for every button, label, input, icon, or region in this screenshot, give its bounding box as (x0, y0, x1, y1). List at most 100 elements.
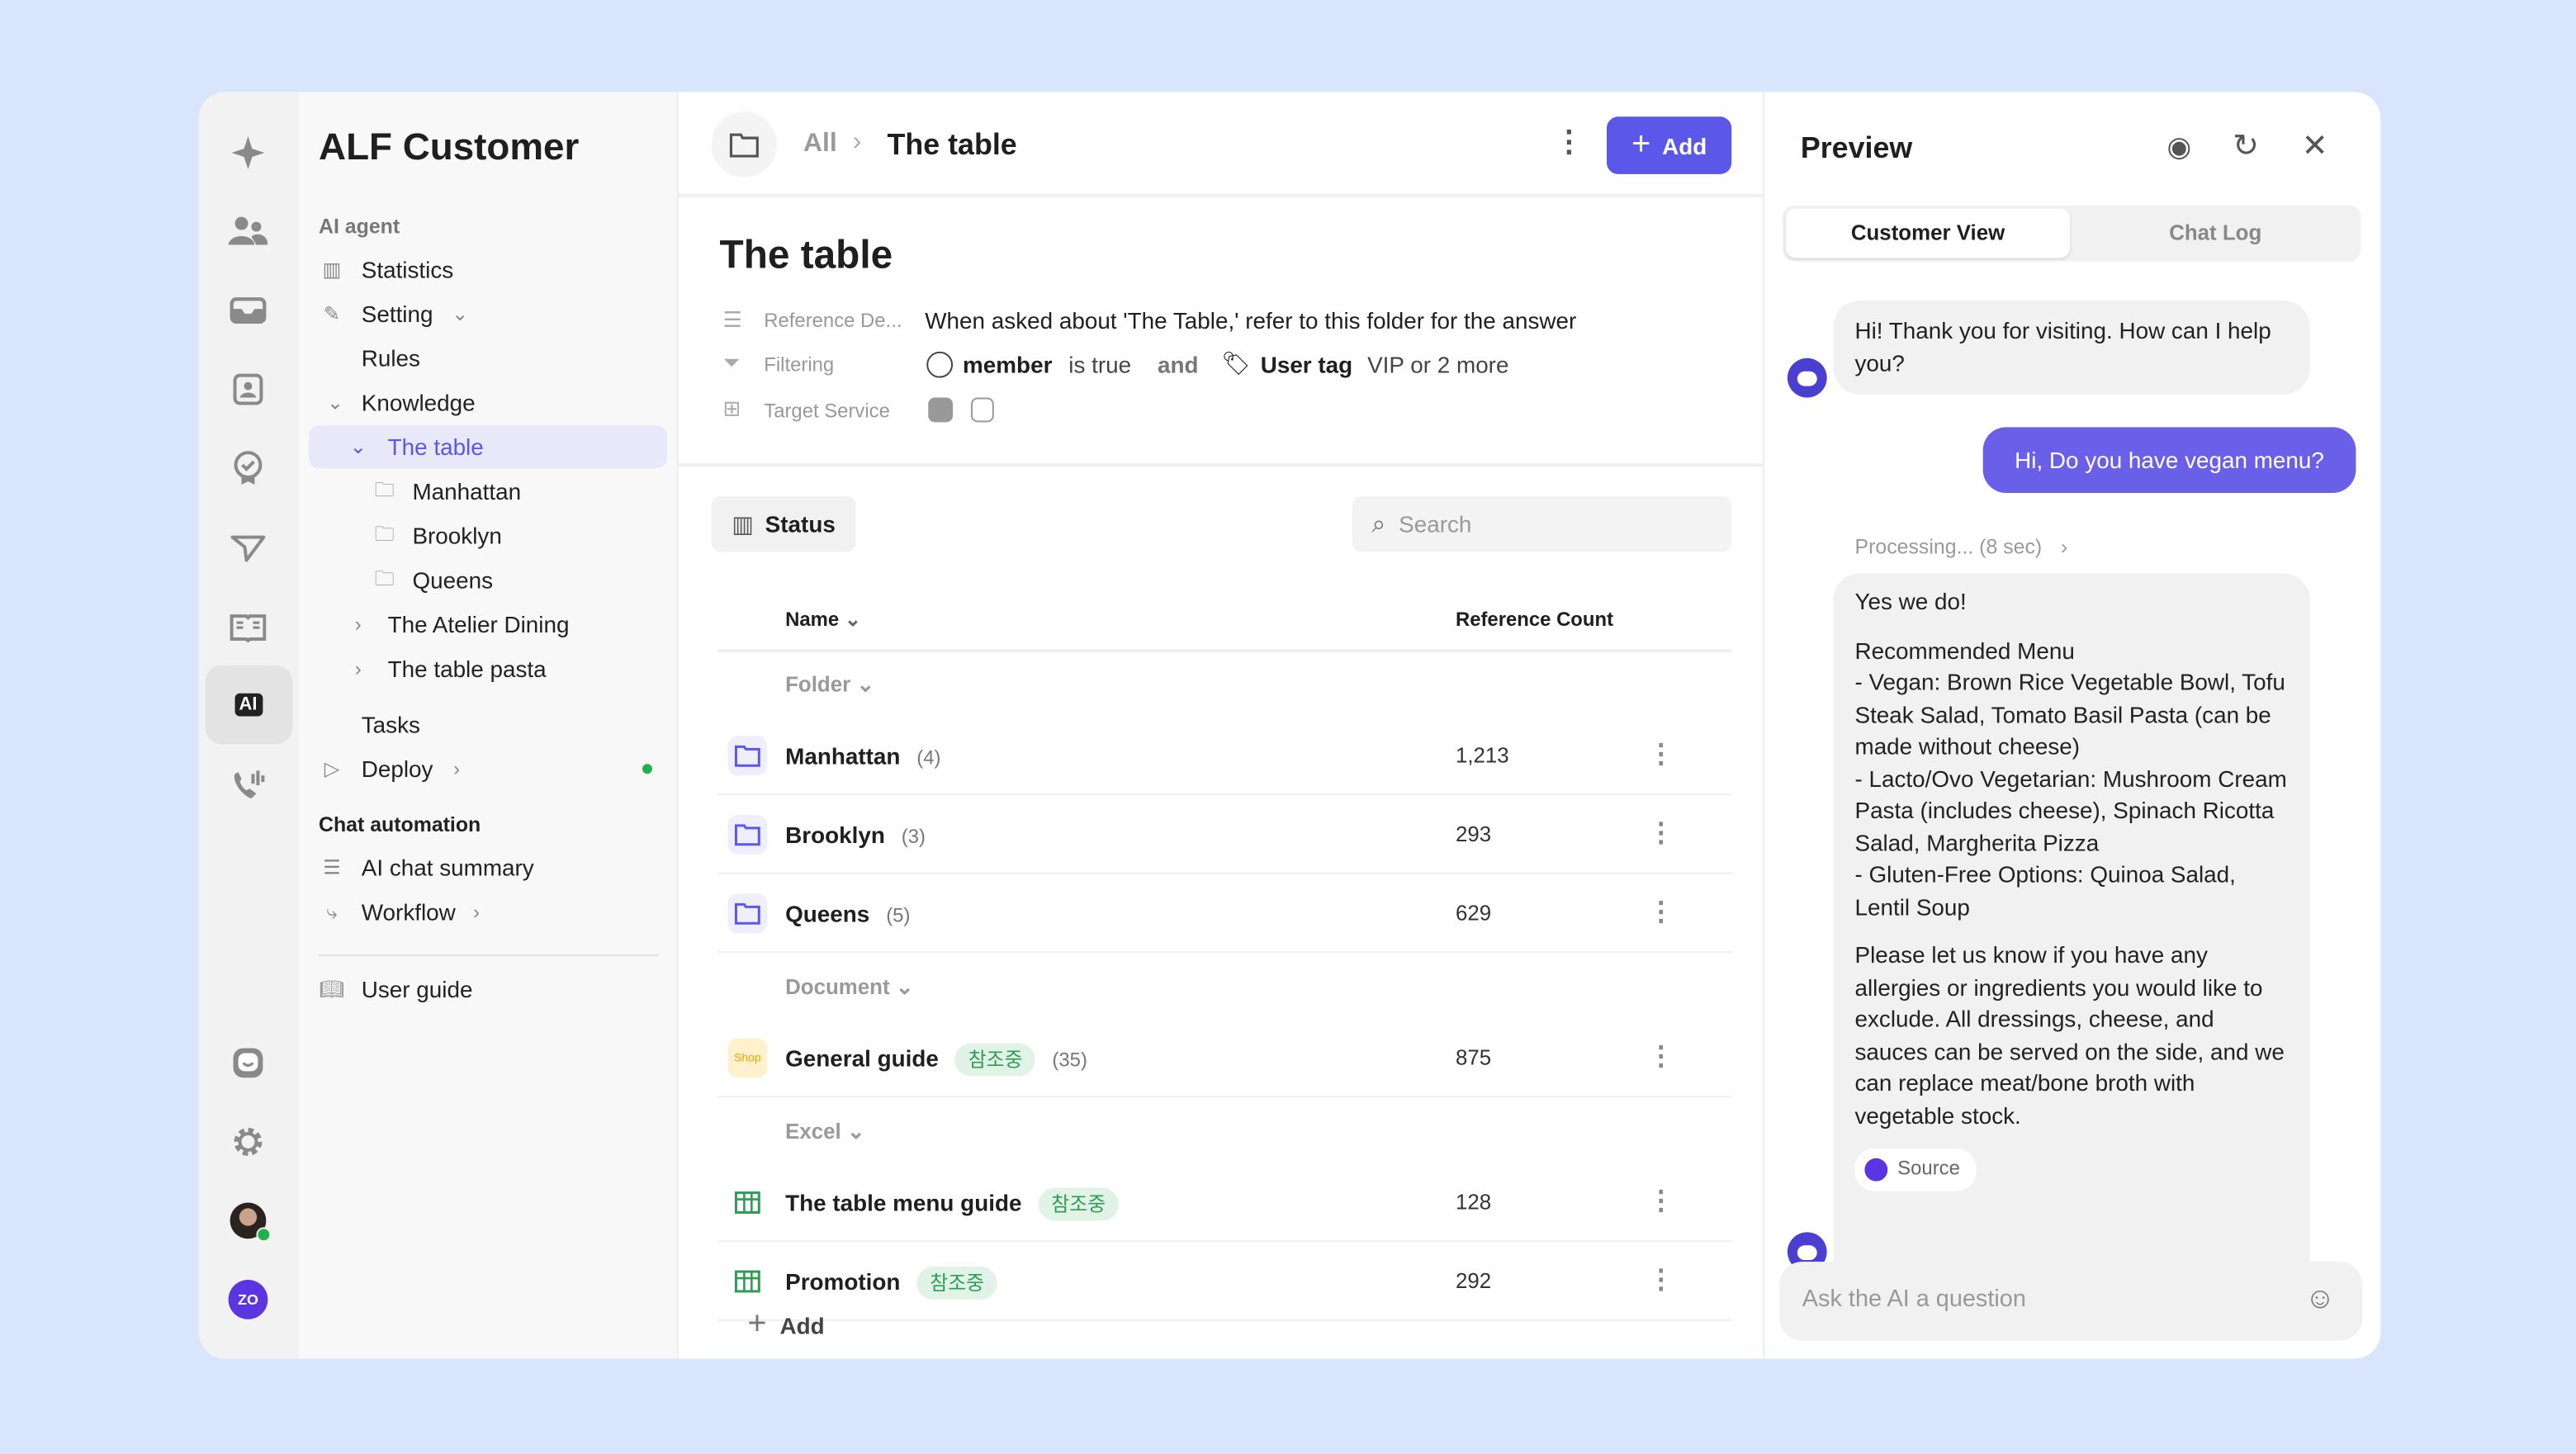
processing-text: Processing... (8 sec) (1854, 535, 2043, 559)
main-panel: All › The table ⋮ + Add The table ☰ Refer… (678, 92, 1765, 1359)
row-reference-count: 292 (1455, 1268, 1492, 1293)
users-icon[interactable] (227, 211, 270, 253)
bar-chart-icon: ▥ (322, 258, 342, 282)
column-name-label: Name (785, 608, 840, 632)
zo-logo[interactable]: ZO (227, 1278, 270, 1321)
sidebar-item-knowledge[interactable]: ⌄ Knowledge (309, 381, 667, 424)
inbox-icon[interactable] (227, 289, 270, 332)
description-icon: ☰ (722, 307, 742, 332)
chat-input[interactable]: Ask the AI a question ☺ (1778, 1262, 2363, 1341)
book-icon[interactable] (227, 606, 270, 649)
row-item-count: (3) (901, 824, 926, 848)
table-header-divider (717, 648, 1732, 651)
sidebar-item-ai-chat-summary[interactable]: ☰ AI chat summary (309, 846, 667, 889)
search-input[interactable]: ⌕ Search (1352, 495, 1732, 552)
sidebar-item-table-pasta[interactable]: › The table pasta (309, 647, 667, 690)
breadcrumb-current: The table (887, 128, 1017, 162)
more-options-icon[interactable]: ⋮ (1647, 1267, 1674, 1295)
page-title: The table (719, 233, 893, 278)
workspace-title: ALF Customer (319, 125, 580, 168)
edit-icon: ✎ (323, 302, 340, 325)
more-options-icon[interactable]: ⋮ (1647, 819, 1674, 848)
emoji-icon[interactable]: ☺ (2304, 1281, 2336, 1314)
instagram-icon (970, 397, 994, 423)
processing-status[interactable]: Processing... (8 sec) › (1854, 536, 2067, 559)
ai-icon-label: AI (234, 693, 263, 717)
folder-icon (727, 814, 768, 855)
sidebar-item-workflow[interactable]: ⤷ Workflow › (309, 890, 667, 933)
sidebar: ALF Customer AI agent ▥ Statistics ✎ Setti… (299, 92, 679, 1359)
send-icon[interactable] (227, 528, 270, 571)
sidebar-item-label: Manhattan (412, 478, 522, 504)
table-row[interactable]: Shop General guide 참조중 (35) 875 ⋮ (717, 1019, 1732, 1098)
user-message: Hi, Do you have vegan menu? (1982, 427, 2356, 493)
grid-icon: ⊞ (722, 395, 741, 421)
table-row[interactable]: Promotion 참조중 292 ⋮ (717, 1242, 1732, 1321)
more-options-icon[interactable]: ⋮ (1647, 898, 1674, 927)
phone-icon[interactable] (227, 764, 270, 807)
search-placeholder: Search (1399, 510, 1472, 538)
sidebar-item-setting[interactable]: ✎ Setting ⌄ (309, 292, 667, 335)
chevron-right-icon: › (354, 656, 362, 680)
refresh-icon[interactable]: ↻ (2233, 130, 2259, 164)
sidebar-item-tasks[interactable]: Tasks (309, 703, 667, 746)
sparkle-icon[interactable] (227, 131, 270, 174)
user-circle-icon[interactable]: ◉ (2166, 131, 2192, 163)
sidebar-item-user-guide[interactable]: 📖︎ User guide (309, 968, 667, 1011)
contact-icon[interactable] (227, 368, 270, 411)
group-header[interactable]: Document ⌄ (785, 973, 914, 999)
sidebar-item-the-table[interactable]: ⌄ The table (309, 425, 667, 469)
filtering-label: Filtering (764, 353, 835, 377)
table-row[interactable]: The table menu guide 참조중 128 ⋮ (717, 1163, 1732, 1243)
chevron-down-icon: ⌄ (349, 435, 367, 459)
reference-description-value: When asked about 'The Table,' refer to t… (925, 307, 1577, 334)
sidebar-item-brooklyn[interactable]: 🗀 Brooklyn (309, 514, 667, 557)
more-options-icon[interactable]: ⋮ (1647, 1043, 1674, 1072)
sidebar-item-label: Deploy (361, 755, 433, 783)
add-button[interactable]: + Add (1607, 116, 1732, 174)
source-button[interactable]: Source (1854, 1148, 1977, 1191)
tab-chat-log[interactable]: Chat Log (2169, 220, 2262, 245)
status-button[interactable]: ▥ Status (711, 495, 856, 552)
folder-icon-button[interactable] (711, 111, 778, 178)
sidebar-item-atelier-dining[interactable]: › The Atelier Dining (309, 603, 667, 646)
more-options-icon[interactable]: ⋮ (1647, 741, 1674, 770)
table-row[interactable]: Queens (5) 629 ⋮ (717, 874, 1732, 954)
sidebar-item-deploy[interactable]: ▷ Deploy › (309, 747, 667, 790)
sidebar-item-queens[interactable]: 🗀 Queens (309, 559, 667, 602)
row-name: Manhattan (4) (785, 742, 941, 770)
folder-icon: 🗀 (374, 566, 395, 590)
gear-icon[interactable] (227, 1120, 270, 1163)
sidebar-item-label: The table (387, 433, 484, 461)
folder-icon (727, 893, 768, 934)
app-window: AI ZO ALF Customer AI agent ▥ Statistics … (198, 92, 2381, 1359)
filter-and: and (1158, 350, 1199, 377)
row-item-count: (35) (1052, 1048, 1087, 1072)
group-header[interactable]: Excel ⌄ (785, 1119, 865, 1144)
column-header-name[interactable]: Name ⌄ (785, 608, 861, 631)
sidebar-item-label: Setting (361, 301, 433, 327)
filter-conditions[interactable]: member is true and 🏷︎ User tag VIP or 2 … (926, 350, 1508, 378)
sidebar-item-rules[interactable]: Rules (309, 337, 667, 380)
lines-icon: ☰ (323, 855, 341, 879)
close-icon[interactable]: ✕ (2301, 130, 2328, 164)
reference-description-label: Reference De... (764, 309, 902, 332)
tab-customer-view[interactable]: Customer View (1785, 208, 2071, 258)
more-options-icon[interactable]: ⋮ (1647, 1187, 1674, 1216)
source-label: Source (1897, 1156, 1960, 1180)
table-row[interactable]: Manhattan (4) 1,213 ⋮ (717, 717, 1732, 796)
answer-paragraph: Yes we do! (1854, 588, 1967, 615)
breadcrumb-all[interactable]: All (803, 130, 837, 159)
play-icon: ▷ (324, 757, 340, 781)
badge-icon[interactable] (227, 447, 270, 490)
add-item-button[interactable]: + Add (747, 1306, 824, 1344)
group-header[interactable]: Folder ⌄ (785, 671, 875, 697)
avatar[interactable] (227, 1200, 272, 1243)
sidebar-item-manhattan[interactable]: 🗀 Manhattan (309, 470, 667, 513)
ai-icon[interactable]: AI (227, 684, 270, 727)
chat-bot-icon[interactable] (227, 1042, 270, 1085)
row-reference-count: 629 (1455, 900, 1492, 926)
more-options-icon[interactable]: ⋮ (1554, 125, 1584, 159)
table-row[interactable]: Brooklyn (3) 293 ⋮ (717, 795, 1732, 874)
sidebar-item-statistics[interactable]: ▥ Statistics (309, 248, 667, 291)
